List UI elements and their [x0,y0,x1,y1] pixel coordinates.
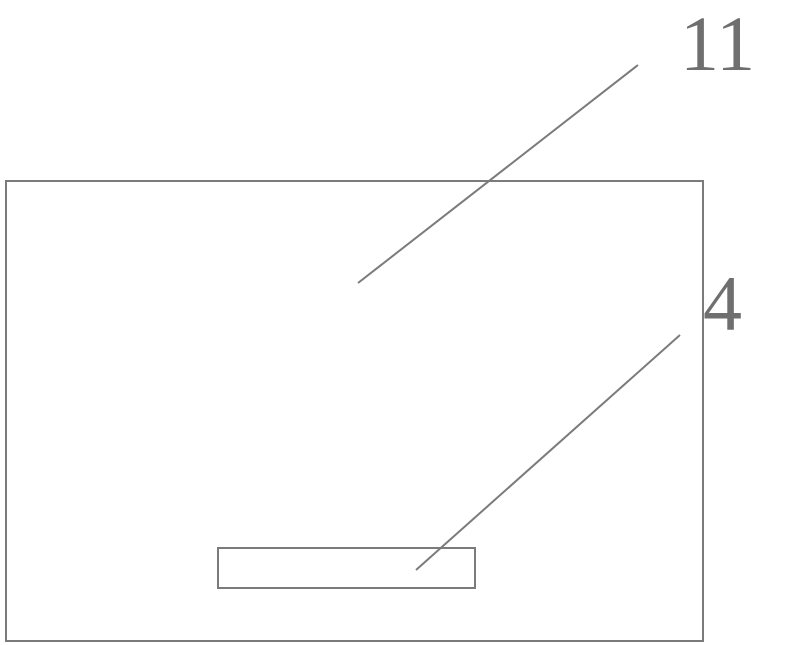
label-11-leader [358,65,638,283]
technical-diagram: 11 4 [0,0,805,645]
label-11: 11 [680,0,755,87]
outer-box [6,181,703,641]
inner-box [218,548,475,588]
label-4-leader [416,335,680,570]
label-4: 4 [703,260,742,347]
